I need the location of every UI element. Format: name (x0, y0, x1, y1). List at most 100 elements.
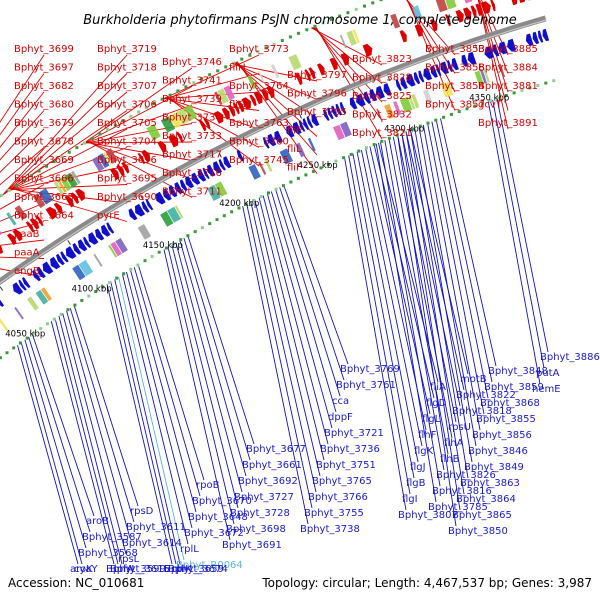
gc-dot-outer (7, 188, 11, 192)
gc-dot-outer (272, 42, 276, 46)
tick-mark (298, 113, 302, 119)
gene-label: Bphyt_3858 (425, 63, 485, 74)
forward-gene-arrow (35, 215, 44, 227)
reverse-gene-arrow (430, 65, 438, 78)
label-connector (422, 124, 481, 431)
gene-label: flgB (406, 478, 426, 489)
tick-label: 4100 kbp (72, 284, 112, 294)
category-block-reverse (307, 137, 316, 152)
category-block-forward (38, 188, 54, 205)
tick-mark (67, 240, 71, 245)
label-connector (137, 264, 205, 481)
label-connector (275, 189, 341, 397)
gc-dot-inner (504, 94, 508, 97)
label-connector (85, 141, 193, 161)
label-connector (406, 0, 456, 56)
category-block-forward (270, 64, 280, 79)
label-connector (58, 315, 123, 565)
forward-gene-arrow (528, 0, 531, 1)
category-block-forward (223, 85, 236, 101)
gene-label: Bphyt_3670 (192, 496, 252, 507)
label-connector (348, 155, 411, 495)
gene-label: Bphyt_3850 (448, 526, 508, 537)
gc-dot-outer (90, 137, 94, 140)
category-block-reverse (422, 89, 433, 104)
gene-label: Bphyt_3665 (14, 192, 74, 203)
category-block-forward (445, 0, 457, 10)
label-connector (0, 268, 45, 278)
category-block-forward (6, 212, 17, 226)
label-connector (179, 240, 247, 477)
label-connector (0, 256, 45, 259)
label-connector (365, 148, 427, 431)
forward-gene-arrow (295, 73, 303, 86)
gc-dot-outer (75, 146, 79, 150)
reverse-gene-arrow (106, 222, 115, 234)
label-connector (162, 91, 260, 100)
gene-label: Bphyt_3856 (472, 430, 532, 441)
category-block-forward (288, 54, 302, 71)
gc-dot-outer (52, 160, 56, 164)
forward-gene-arrow (25, 221, 35, 233)
category-block-reverse (72, 264, 86, 281)
gene-label: Bphyt_3669 (14, 155, 74, 166)
forward-gene-arrow (260, 88, 269, 101)
category-block-reverse (93, 253, 103, 267)
gene-label: Bphyt_3696 (97, 155, 157, 166)
gc-dot-outer (297, 31, 301, 35)
label-connector (0, 110, 45, 161)
gene-label: Bphyt_3853 (425, 44, 485, 55)
reverse-gene-arrow (236, 149, 245, 162)
gc-dot-inner (252, 198, 256, 202)
reverse-gene-arrow (267, 133, 277, 147)
label-connector (129, 269, 197, 513)
reverse-gene-arrow (323, 109, 330, 121)
gc-dot-outer (264, 46, 268, 50)
gc-dot-inner (512, 91, 516, 95)
gc-dot-outer (216, 69, 220, 73)
label-connector (175, 242, 243, 493)
label-connector (50, 321, 115, 565)
label-connector (352, 153, 415, 479)
category-block-reverse (376, 108, 383, 123)
label-connector (187, 235, 255, 445)
reverse-gene-arrow (162, 188, 172, 201)
gene-label: Bphyt_3846 (468, 446, 528, 457)
category-block-forward (32, 193, 46, 209)
forward-gene-arrow (414, 24, 423, 37)
label-connector (10, 188, 128, 204)
gene-label: Bphyt_3868 (480, 398, 540, 409)
label-connector (167, 246, 235, 525)
gc-dot-inner (73, 303, 77, 307)
label-connector (0, 184, 45, 210)
gene-label: Bphyt_3678 (14, 137, 74, 148)
reverse-gene-arrow (356, 93, 366, 107)
tick-label: 4350 kbp (469, 93, 509, 103)
reverse-gene-arrow (498, 41, 508, 55)
gene-label: flgD (426, 398, 447, 409)
gene-label: infA (114, 564, 134, 575)
category-block-reverse (340, 121, 352, 138)
gc-dot-outer (137, 110, 141, 114)
category-block-reverse (0, 318, 9, 331)
gc-dot-outer (168, 93, 172, 97)
forward-gene-arrow (304, 69, 312, 82)
reverse-gene-arrow (447, 60, 453, 72)
gene-label: Bphyt_3746 (162, 57, 222, 68)
forward-gene-arrow (232, 102, 240, 115)
label-connector (232, 62, 318, 100)
gene-label: Bphyt_3677 (246, 444, 306, 455)
label-connector (401, 133, 461, 407)
forward-gene-arrow (141, 149, 151, 163)
forward-gene-arrow (455, 9, 464, 23)
gc-dot-outer (113, 123, 117, 127)
tick-label: 4050 kbp (5, 329, 45, 339)
gene-label: Bphyt_3733 (162, 131, 222, 142)
gene-label: flgI (402, 494, 418, 505)
label-connector (405, 131, 465, 495)
category-block-forward (103, 152, 112, 165)
forward-gene-arrow (362, 43, 373, 57)
label-connector (360, 149, 423, 447)
reverse-gene-arrow (532, 31, 540, 45)
